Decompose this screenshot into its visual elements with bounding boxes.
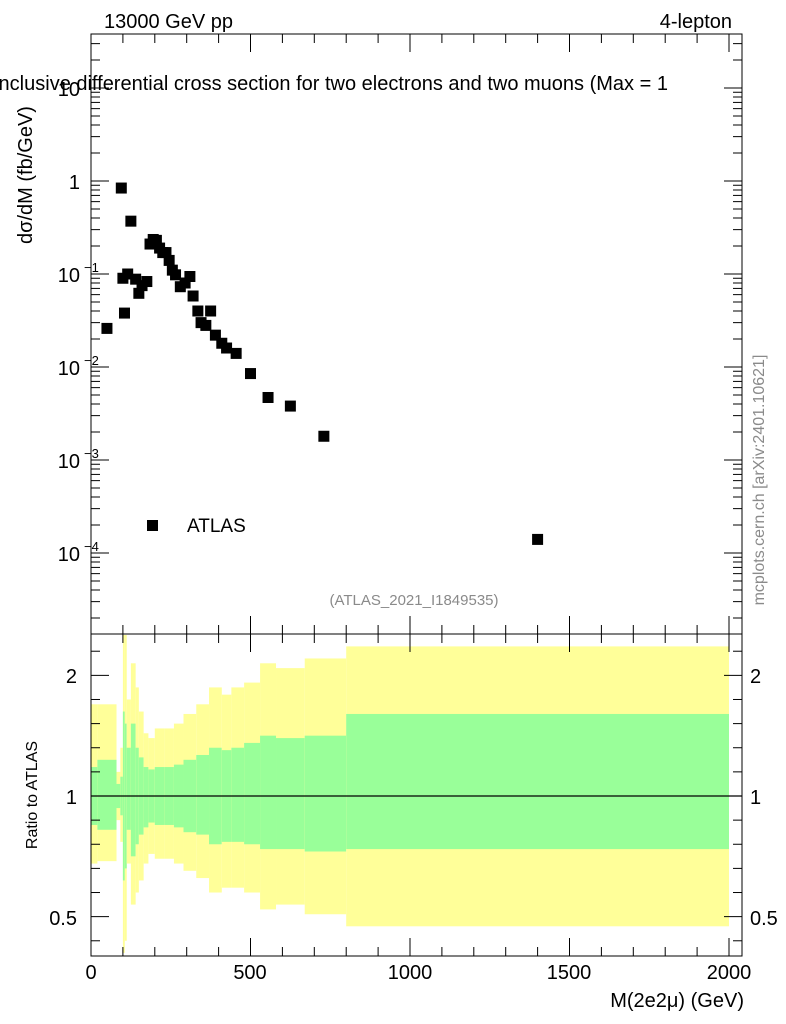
ratio-x-ticks: [90, 634, 730, 956]
x-tick-2000: 2000: [707, 962, 752, 984]
main-y-tick-label: 10: [58, 544, 80, 566]
data-point: [284, 400, 296, 412]
data-point: [179, 277, 191, 289]
legend-label: ATLAS: [187, 516, 246, 537]
plot-title: Inclusive differential cross section for…: [0, 73, 668, 95]
process-label: 4-lepton: [660, 11, 732, 33]
ratio-tick-1-left: 1: [66, 787, 77, 809]
data-point: [200, 319, 212, 331]
ratio-band-inner: [260, 735, 277, 850]
ratio-band-inner: [143, 767, 149, 828]
ratio-tick-2-right: 2: [750, 666, 761, 688]
x-tick-1500: 1500: [547, 962, 592, 984]
data-point: [221, 342, 233, 354]
data-point: [187, 290, 199, 302]
data-point: [150, 234, 162, 246]
ratio-y-axis-title: Ratio to ATLAS: [24, 741, 41, 849]
data-point: [125, 215, 137, 227]
data-point: [205, 305, 217, 317]
main-y-tick-exponent: −4: [84, 539, 99, 554]
x-tick-0: 0: [85, 962, 96, 984]
data-point: [184, 270, 196, 282]
ratio-tick-1-right: 1: [750, 787, 761, 809]
data-point: [122, 268, 134, 280]
ratio-plot-frame: [90, 633, 743, 957]
data-point: [101, 322, 113, 334]
data-point: [130, 273, 142, 285]
data-point: [532, 533, 544, 545]
data-point: [160, 247, 172, 259]
watermark: mcplots.cern.ch [arXiv:2401.10621]: [751, 355, 768, 606]
main-y-tick-labels: 10 1 10 −1 10 −2 10 −3 10 −4: [58, 79, 99, 566]
data-point: [141, 276, 153, 288]
data-point: [133, 287, 145, 299]
ratio-band-inner: [196, 754, 210, 835]
analysis-id: (ATLAS_2021_I1849535): [329, 592, 498, 609]
ratio-band-inner: [244, 742, 261, 845]
data-point: [262, 391, 274, 403]
main-y-ticks: [91, 43, 742, 619]
main-y-tick-label: 10: [58, 79, 80, 101]
legend-marker: [147, 520, 158, 531]
ratio-plot: 2 1 0.5 2 1 0.5 Ratio to ATLAS: [24, 633, 778, 957]
ratio-band-inner: [130, 723, 136, 857]
data-points: [101, 182, 544, 545]
main-y-tick-label: 10: [58, 451, 80, 473]
ratio-band-inner: [346, 713, 729, 850]
main-y-tick-exponent: −3: [84, 446, 99, 461]
data-point: [115, 182, 127, 194]
ratio-tick-05-right: 0.5: [750, 908, 778, 930]
main-y-tick-label: 10: [58, 265, 80, 287]
main-x-ticks: [90, 34, 730, 634]
x-axis-title: M(2e2μ) (GeV): [610, 990, 744, 1012]
data-point: [170, 269, 182, 281]
ratio-tick-2-left: 2: [66, 666, 77, 688]
x-tick-500: 500: [233, 962, 266, 984]
ratio-band-inner: [126, 747, 131, 830]
energy-label: 13000 GeV pp: [104, 11, 233, 33]
data-point: [192, 305, 204, 317]
ratio-bands: [91, 635, 729, 953]
data-point: [163, 254, 175, 266]
main-y-tick-exponent: −1: [84, 260, 99, 275]
ratio-y-ticks: [91, 650, 742, 942]
data-point: [318, 430, 330, 442]
main-plot: 10 1 10 −1 10 −2 10 −3 10 −4 Inclusive differenti…: [0, 33, 743, 635]
main-y-tick-label: 10: [58, 358, 80, 380]
data-point: [209, 329, 221, 341]
ratio-tick-05-left: 0.5: [49, 908, 77, 930]
data-point: [118, 307, 130, 319]
data-point: [230, 347, 242, 359]
main-y-axis-title: dσ/dM (fb/GeV): [15, 106, 37, 244]
ratio-band-inner: [304, 735, 347, 852]
x-tick-1000: 1000: [388, 962, 433, 984]
ratio-band-inner: [231, 747, 245, 842]
data-point: [245, 368, 256, 380]
x-tick-labels: 0 500 1000 1500 2000: [85, 962, 751, 984]
ratio-band-inner: [97, 759, 117, 830]
main-y-tick-exponent: −2: [84, 353, 99, 368]
main-y-tick-label: 1: [69, 172, 80, 194]
ratio-band-inner: [276, 738, 305, 850]
main-plot-frame: [90, 33, 743, 635]
